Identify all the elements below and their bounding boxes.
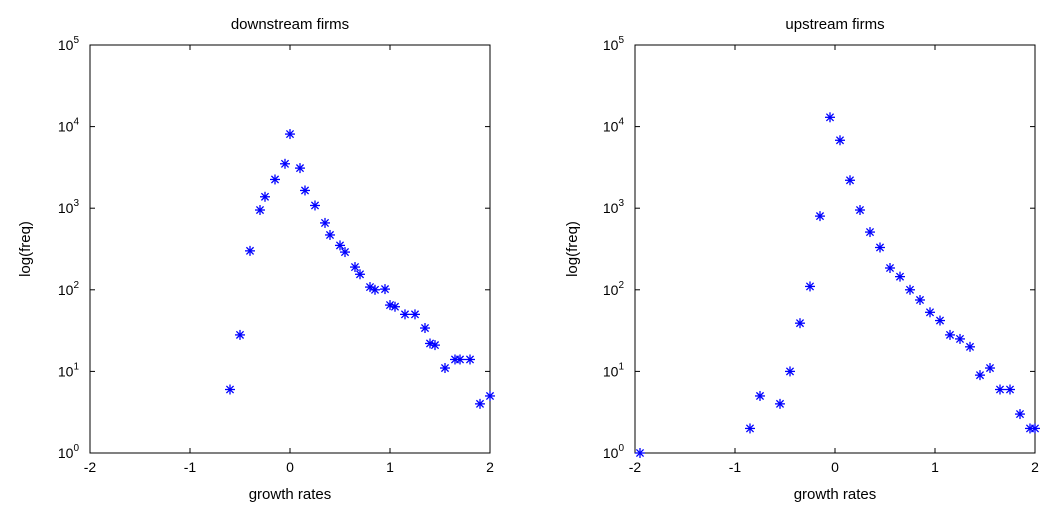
data-point xyxy=(955,333,965,344)
y-axis-label: log(freq) xyxy=(17,221,34,277)
x-tick-label: 2 xyxy=(486,459,494,475)
data-point xyxy=(805,281,815,292)
data-point xyxy=(815,211,825,222)
data-point xyxy=(355,269,365,280)
data-point xyxy=(985,363,995,374)
data-point xyxy=(255,205,265,216)
data-point xyxy=(465,354,475,365)
plot-title: downstream firms xyxy=(231,16,349,33)
data-point xyxy=(225,384,235,395)
data-point xyxy=(420,323,430,334)
data-point xyxy=(865,227,875,238)
data-point xyxy=(310,200,320,211)
data-point xyxy=(455,354,465,365)
data-point xyxy=(825,112,835,123)
data-point xyxy=(875,242,885,253)
x-tick-label: 1 xyxy=(386,459,394,475)
y-axis-label: log(freq) xyxy=(564,221,581,277)
x-tick-label: 2 xyxy=(1031,459,1039,475)
data-point xyxy=(975,370,985,381)
x-tick-label: 0 xyxy=(286,459,294,475)
data-point xyxy=(430,340,440,351)
data-point xyxy=(945,329,955,340)
data-point xyxy=(350,262,360,273)
data-point xyxy=(380,284,390,295)
data-points xyxy=(635,112,1040,458)
data-point xyxy=(485,390,495,401)
y-axis: 100 101 102 103 104 105 xyxy=(603,35,1035,461)
data-point xyxy=(795,318,805,329)
y-tick-label: 101 xyxy=(603,361,625,379)
y-tick-label: 104 xyxy=(58,117,80,135)
x-tick-label: 0 xyxy=(831,459,839,475)
y-tick-label: 100 xyxy=(603,443,625,461)
data-point xyxy=(270,174,280,185)
data-point xyxy=(335,240,345,251)
data-point xyxy=(370,284,380,295)
x-tick-label: 1 xyxy=(931,459,939,475)
data-point xyxy=(300,185,310,196)
data-point xyxy=(390,301,400,312)
data-point xyxy=(855,205,865,216)
data-points xyxy=(225,129,495,409)
y-tick-label: 102 xyxy=(603,280,625,298)
data-point xyxy=(340,247,350,258)
x-axis-label: growth rates xyxy=(249,486,332,503)
data-point xyxy=(260,191,270,202)
x-axis-label: growth rates xyxy=(794,486,877,503)
data-point xyxy=(845,175,855,186)
data-point xyxy=(925,307,935,318)
x-tick-label: -1 xyxy=(184,459,197,475)
x-tick-label: -2 xyxy=(84,459,97,475)
data-point xyxy=(400,309,410,320)
y-tick-label: 104 xyxy=(603,117,625,135)
data-point xyxy=(755,390,765,401)
y-tick-label: 100 xyxy=(58,443,80,461)
data-point xyxy=(325,229,335,240)
y-tick-label: 101 xyxy=(58,361,80,379)
y-tick-label: 103 xyxy=(58,198,80,216)
data-point xyxy=(775,398,785,409)
y-axis: 100 101 102 103 104 105 xyxy=(58,35,490,461)
data-point xyxy=(915,294,925,305)
data-point xyxy=(895,271,905,282)
y-tick-label: 103 xyxy=(603,198,625,216)
data-point xyxy=(1030,423,1040,434)
data-point xyxy=(935,315,945,326)
data-point xyxy=(835,135,845,146)
x-tick-label: -2 xyxy=(629,459,642,475)
data-point xyxy=(285,129,295,140)
y-tick-label: 105 xyxy=(603,35,625,53)
x-axis: -2 -1 0 1 2 xyxy=(629,45,1039,475)
data-point xyxy=(320,217,330,228)
data-point xyxy=(885,262,895,273)
data-point xyxy=(475,398,485,409)
data-point xyxy=(965,341,975,352)
data-point xyxy=(295,163,305,174)
plot-title: upstream firms xyxy=(785,16,884,33)
plot-area xyxy=(89,44,491,454)
data-point xyxy=(235,329,245,340)
data-point xyxy=(410,309,420,320)
data-point xyxy=(635,448,645,458)
data-point xyxy=(1005,384,1015,395)
data-point xyxy=(245,245,255,256)
data-point xyxy=(995,384,1005,395)
data-point xyxy=(280,158,290,169)
data-point xyxy=(785,366,795,377)
x-tick-label: -1 xyxy=(729,459,742,475)
data-point xyxy=(905,284,915,295)
y-tick-label: 102 xyxy=(58,280,80,298)
x-axis: -2 -1 0 1 2 xyxy=(84,45,494,475)
data-point xyxy=(1015,409,1025,420)
plot-area xyxy=(634,44,1036,454)
data-point xyxy=(440,363,450,374)
y-tick-label: 105 xyxy=(58,35,80,53)
data-point xyxy=(745,423,755,434)
